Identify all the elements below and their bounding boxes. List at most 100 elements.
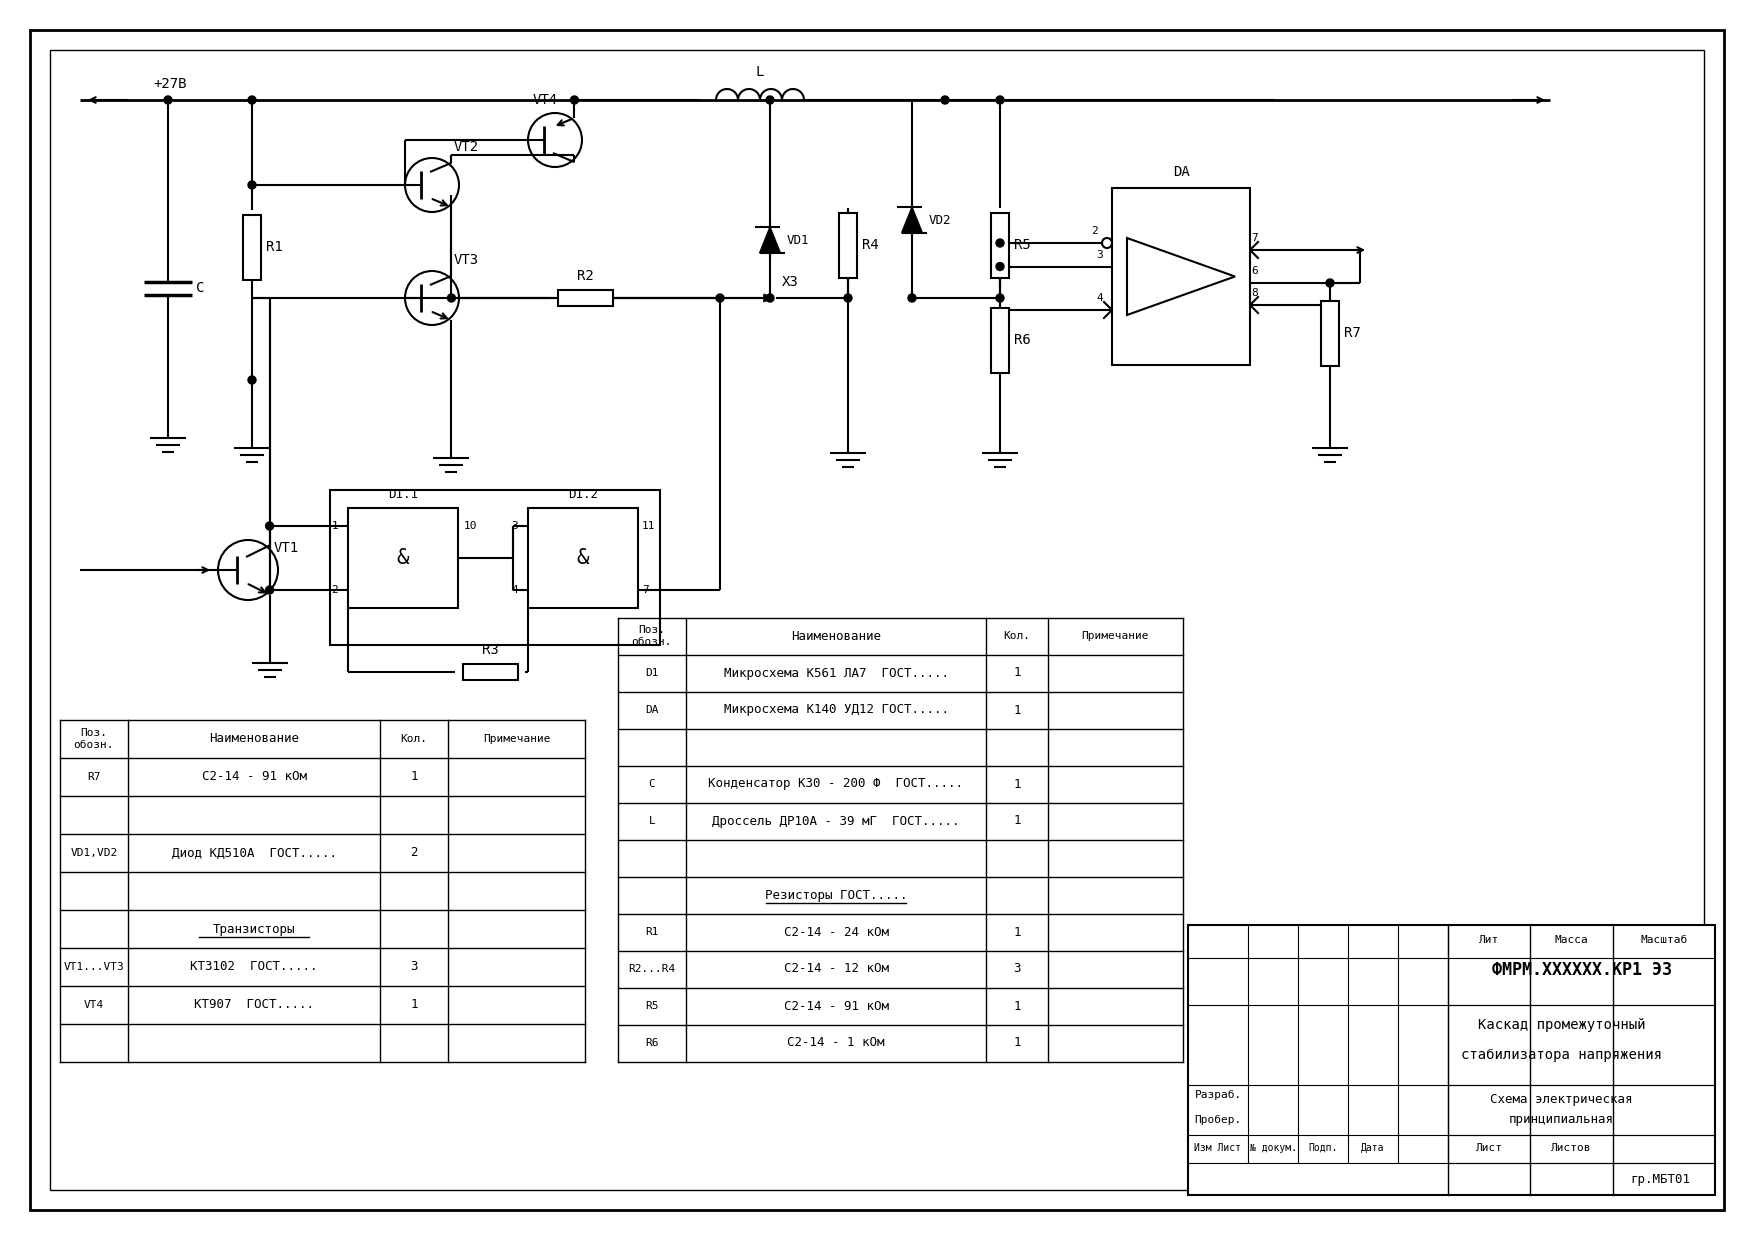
- Text: R3: R3: [482, 644, 498, 657]
- Text: 1: 1: [1014, 703, 1021, 717]
- Circle shape: [844, 294, 852, 303]
- Text: L: L: [756, 64, 765, 79]
- Text: Диод КД510А  ГОСТ.....: Диод КД510А ГОСТ.....: [172, 847, 337, 859]
- Text: 3: 3: [410, 961, 417, 973]
- Text: 1: 1: [332, 521, 339, 531]
- Text: Транзисторы: Транзисторы: [212, 923, 295, 935]
- Text: С2-14 - 24 кОм: С2-14 - 24 кОм: [784, 925, 889, 939]
- Text: Поз.
обозн.: Поз. обозн.: [631, 625, 672, 647]
- Text: C: C: [649, 779, 656, 789]
- Bar: [991, 308, 1009, 372]
- Text: 7: 7: [1252, 233, 1258, 243]
- Bar: [1187, 925, 1715, 1195]
- Text: Каскад промежуточный: Каскад промежуточный: [1479, 1018, 1645, 1032]
- Circle shape: [165, 95, 172, 104]
- Text: R6: R6: [645, 1038, 660, 1048]
- Text: Пробер.: Пробер.: [1194, 1115, 1242, 1125]
- Text: 3: 3: [1096, 249, 1103, 259]
- Text: Листов: Листов: [1551, 1143, 1591, 1153]
- Text: VT1: VT1: [274, 541, 298, 556]
- Text: VT3: VT3: [454, 253, 479, 267]
- Text: Разраб.: Разраб.: [1194, 1090, 1242, 1100]
- Text: Резисторы ГОСТ.....: Резисторы ГОСТ.....: [765, 889, 907, 901]
- Text: 6: 6: [1252, 267, 1258, 277]
- Circle shape: [447, 294, 456, 303]
- Text: VD1,VD2: VD1,VD2: [70, 848, 118, 858]
- Text: 3: 3: [1014, 962, 1021, 976]
- Text: 2: 2: [410, 847, 417, 859]
- Circle shape: [247, 376, 256, 384]
- Circle shape: [570, 95, 579, 104]
- Text: R1: R1: [645, 928, 660, 937]
- Text: Поз.
обозн.: Поз. обозн.: [74, 728, 114, 750]
- Text: 1: 1: [1014, 925, 1021, 939]
- Text: 2: 2: [332, 585, 339, 595]
- Text: Масса: Масса: [1554, 935, 1587, 945]
- Text: VT1...VT3: VT1...VT3: [63, 962, 125, 972]
- Text: 1: 1: [1014, 667, 1021, 680]
- Bar: [1112, 188, 1251, 365]
- Circle shape: [716, 294, 724, 303]
- Text: Масштаб: Масштаб: [1640, 935, 1687, 945]
- Bar: [463, 663, 517, 680]
- Circle shape: [766, 294, 774, 303]
- Text: R5: R5: [1014, 238, 1030, 252]
- Circle shape: [909, 294, 916, 303]
- Text: Наименование: Наименование: [209, 733, 298, 745]
- Text: 11: 11: [642, 521, 654, 531]
- Text: 1: 1: [1014, 815, 1021, 827]
- Text: С2-14 - 12 кОм: С2-14 - 12 кОм: [784, 962, 889, 976]
- Polygon shape: [759, 227, 781, 253]
- Text: 10: 10: [463, 521, 477, 531]
- Text: Примечание: Примечание: [482, 734, 551, 744]
- Text: 1: 1: [1014, 777, 1021, 791]
- Text: DA: DA: [645, 706, 660, 715]
- Circle shape: [247, 181, 256, 188]
- Text: VD2: VD2: [930, 213, 951, 227]
- Circle shape: [265, 587, 274, 594]
- Bar: [1321, 300, 1338, 366]
- Text: Х3: Х3: [782, 275, 798, 289]
- Circle shape: [996, 263, 1003, 270]
- Text: Микросхема К140 УД12 ГОСТ.....: Микросхема К140 УД12 ГОСТ.....: [723, 703, 949, 717]
- Bar: [528, 508, 638, 608]
- Text: С2-14 - 1 кОм: С2-14 - 1 кОм: [788, 1037, 884, 1049]
- Text: Изм Лист: Изм Лист: [1194, 1143, 1242, 1153]
- Text: 1: 1: [410, 770, 417, 784]
- Text: 7: 7: [642, 585, 649, 595]
- Bar: [347, 508, 458, 608]
- Circle shape: [996, 239, 1003, 247]
- Circle shape: [265, 522, 274, 529]
- Text: L: L: [649, 816, 656, 826]
- Text: 4: 4: [512, 585, 519, 595]
- Text: Микросхема К561 ЛА7  ГОСТ.....: Микросхема К561 ЛА7 ГОСТ.....: [723, 667, 949, 680]
- Text: C: C: [196, 281, 203, 295]
- Text: R2...R4: R2...R4: [628, 963, 675, 973]
- Text: VT4: VT4: [533, 93, 558, 107]
- Circle shape: [766, 95, 774, 104]
- Text: 2: 2: [1091, 226, 1098, 236]
- Text: VT4: VT4: [84, 999, 103, 1011]
- Text: Конденсатор К30 - 200 Ф  ГОСТ.....: Конденсатор К30 - 200 Ф ГОСТ.....: [709, 777, 963, 791]
- Text: R7: R7: [88, 773, 100, 782]
- Text: Лит: Лит: [1479, 935, 1500, 945]
- Circle shape: [247, 95, 256, 104]
- Bar: [330, 490, 660, 645]
- Text: R1: R1: [265, 241, 282, 254]
- Text: Примечание: Примечание: [1082, 631, 1149, 641]
- Text: 8: 8: [1252, 288, 1258, 298]
- Text: КТ907  ГОСТ.....: КТ907 ГОСТ.....: [195, 998, 314, 1012]
- Text: Схема электрическая: Схема электрическая: [1491, 1094, 1633, 1106]
- Text: +27В: +27В: [153, 77, 186, 91]
- Text: D1.1: D1.1: [388, 487, 417, 501]
- Text: Дата: Дата: [1361, 1143, 1384, 1153]
- Circle shape: [940, 95, 949, 104]
- Circle shape: [1326, 279, 1335, 286]
- Text: R5: R5: [645, 1001, 660, 1011]
- Bar: [244, 215, 261, 279]
- Text: С2-14 - 91 кОм: С2-14 - 91 кОм: [784, 999, 889, 1013]
- Text: DA: DA: [1173, 165, 1189, 179]
- Bar: [838, 212, 858, 278]
- Circle shape: [996, 294, 1003, 303]
- Text: 1: 1: [1014, 999, 1021, 1013]
